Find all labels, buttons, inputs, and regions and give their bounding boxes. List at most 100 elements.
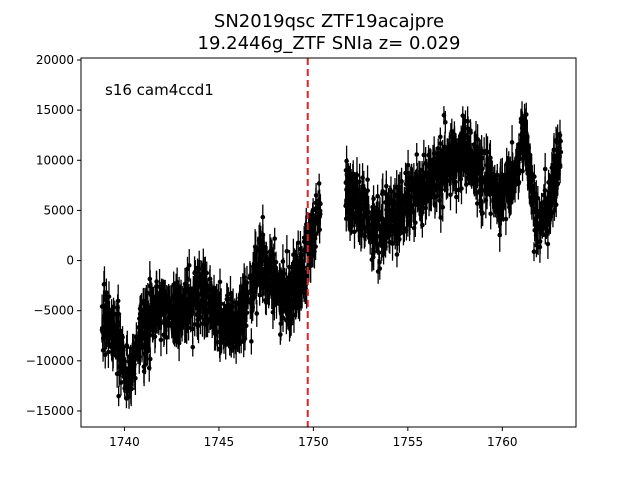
data-point <box>144 313 149 345</box>
data-point <box>411 183 416 212</box>
data-point <box>153 286 159 307</box>
data-point <box>458 139 464 173</box>
data-point <box>364 201 370 226</box>
data-point <box>392 178 398 212</box>
y-axis: −15000 −10000 −5000 0 5000 10000 15000 20000 <box>26 53 81 418</box>
data-point <box>200 310 205 337</box>
data-point <box>248 289 254 309</box>
data-point <box>217 268 223 296</box>
data-point <box>271 281 277 302</box>
data-point <box>449 118 455 144</box>
data-point <box>253 258 259 285</box>
y-tick-label: −15000 <box>26 404 74 418</box>
data-point <box>212 315 218 347</box>
data-point <box>520 161 525 182</box>
data-point <box>313 219 319 248</box>
data-point <box>192 278 198 311</box>
data-point <box>518 108 524 130</box>
data-point <box>529 193 534 214</box>
data-point <box>384 206 389 237</box>
data-point <box>137 325 143 357</box>
data-point <box>114 360 120 388</box>
data-point <box>173 273 179 299</box>
data-point <box>265 268 270 293</box>
data-point <box>429 159 434 186</box>
x-tick-label: 1750 <box>298 435 329 449</box>
data-point <box>121 370 127 393</box>
data-point <box>132 347 137 382</box>
data-point <box>102 266 107 302</box>
data-point <box>387 230 393 254</box>
data-point <box>289 276 294 296</box>
data-point <box>463 145 469 165</box>
data-point <box>426 169 432 190</box>
data-point <box>365 165 370 194</box>
data-point <box>551 164 557 201</box>
data-point <box>293 289 299 319</box>
data-point <box>190 337 196 357</box>
data-point <box>270 295 276 330</box>
data-point <box>499 195 505 219</box>
data-point <box>343 205 349 232</box>
data-point <box>249 266 255 290</box>
data-point <box>355 191 361 218</box>
data-point <box>487 177 493 207</box>
data-point <box>236 310 241 331</box>
data-point <box>409 193 414 224</box>
data-point <box>357 163 362 200</box>
x-tick-label: 1760 <box>487 435 518 449</box>
data-point <box>509 164 514 184</box>
data-point <box>409 163 414 197</box>
data-point <box>276 270 282 297</box>
x-axis: 1740 1745 1750 1755 1760 <box>109 427 518 449</box>
x-tick-label: 1755 <box>393 435 424 449</box>
data-point <box>249 328 254 355</box>
data-point <box>375 259 381 284</box>
data-point <box>156 303 162 326</box>
data-point <box>298 271 303 307</box>
chart-title-line-1: SN2019qsc ZTF19acajpre <box>214 11 444 32</box>
chart-title-line-2: 19.2446g_ZTF SNIa z= 0.029 <box>198 33 461 54</box>
data-point <box>161 322 167 347</box>
data-point <box>389 217 395 241</box>
data-point <box>215 332 220 352</box>
data-point <box>106 317 112 338</box>
data-point <box>381 224 387 249</box>
data-point <box>139 329 145 360</box>
data-point <box>141 350 147 384</box>
y-tick-label: 0 <box>66 254 74 268</box>
data-point <box>465 160 471 182</box>
data-point <box>366 221 371 244</box>
data-point <box>369 247 375 272</box>
data-point <box>278 302 284 325</box>
data-point <box>443 160 448 191</box>
data-point <box>169 300 174 335</box>
data-point <box>513 164 519 194</box>
data-point <box>203 288 209 318</box>
plot-area-frame <box>80 57 577 428</box>
data-point <box>418 201 424 229</box>
data-point <box>258 253 264 290</box>
data-point <box>465 127 470 149</box>
data-point <box>555 124 560 145</box>
data-point <box>414 143 420 166</box>
data-point <box>396 188 401 210</box>
data-point <box>485 160 491 194</box>
data-point <box>344 175 350 205</box>
data-point <box>188 296 193 326</box>
data-points <box>99 101 564 409</box>
data-point <box>474 189 480 218</box>
data-point <box>261 275 267 296</box>
data-point <box>184 297 189 332</box>
data-point <box>317 199 322 235</box>
data-point <box>287 306 292 342</box>
data-point <box>477 180 483 201</box>
data-point <box>421 162 426 196</box>
data-point <box>504 162 509 199</box>
data-point <box>237 334 242 354</box>
data-point <box>125 378 130 401</box>
data-point <box>459 127 465 148</box>
data-point <box>232 313 238 345</box>
data-point <box>550 198 556 228</box>
data-point <box>454 180 459 214</box>
